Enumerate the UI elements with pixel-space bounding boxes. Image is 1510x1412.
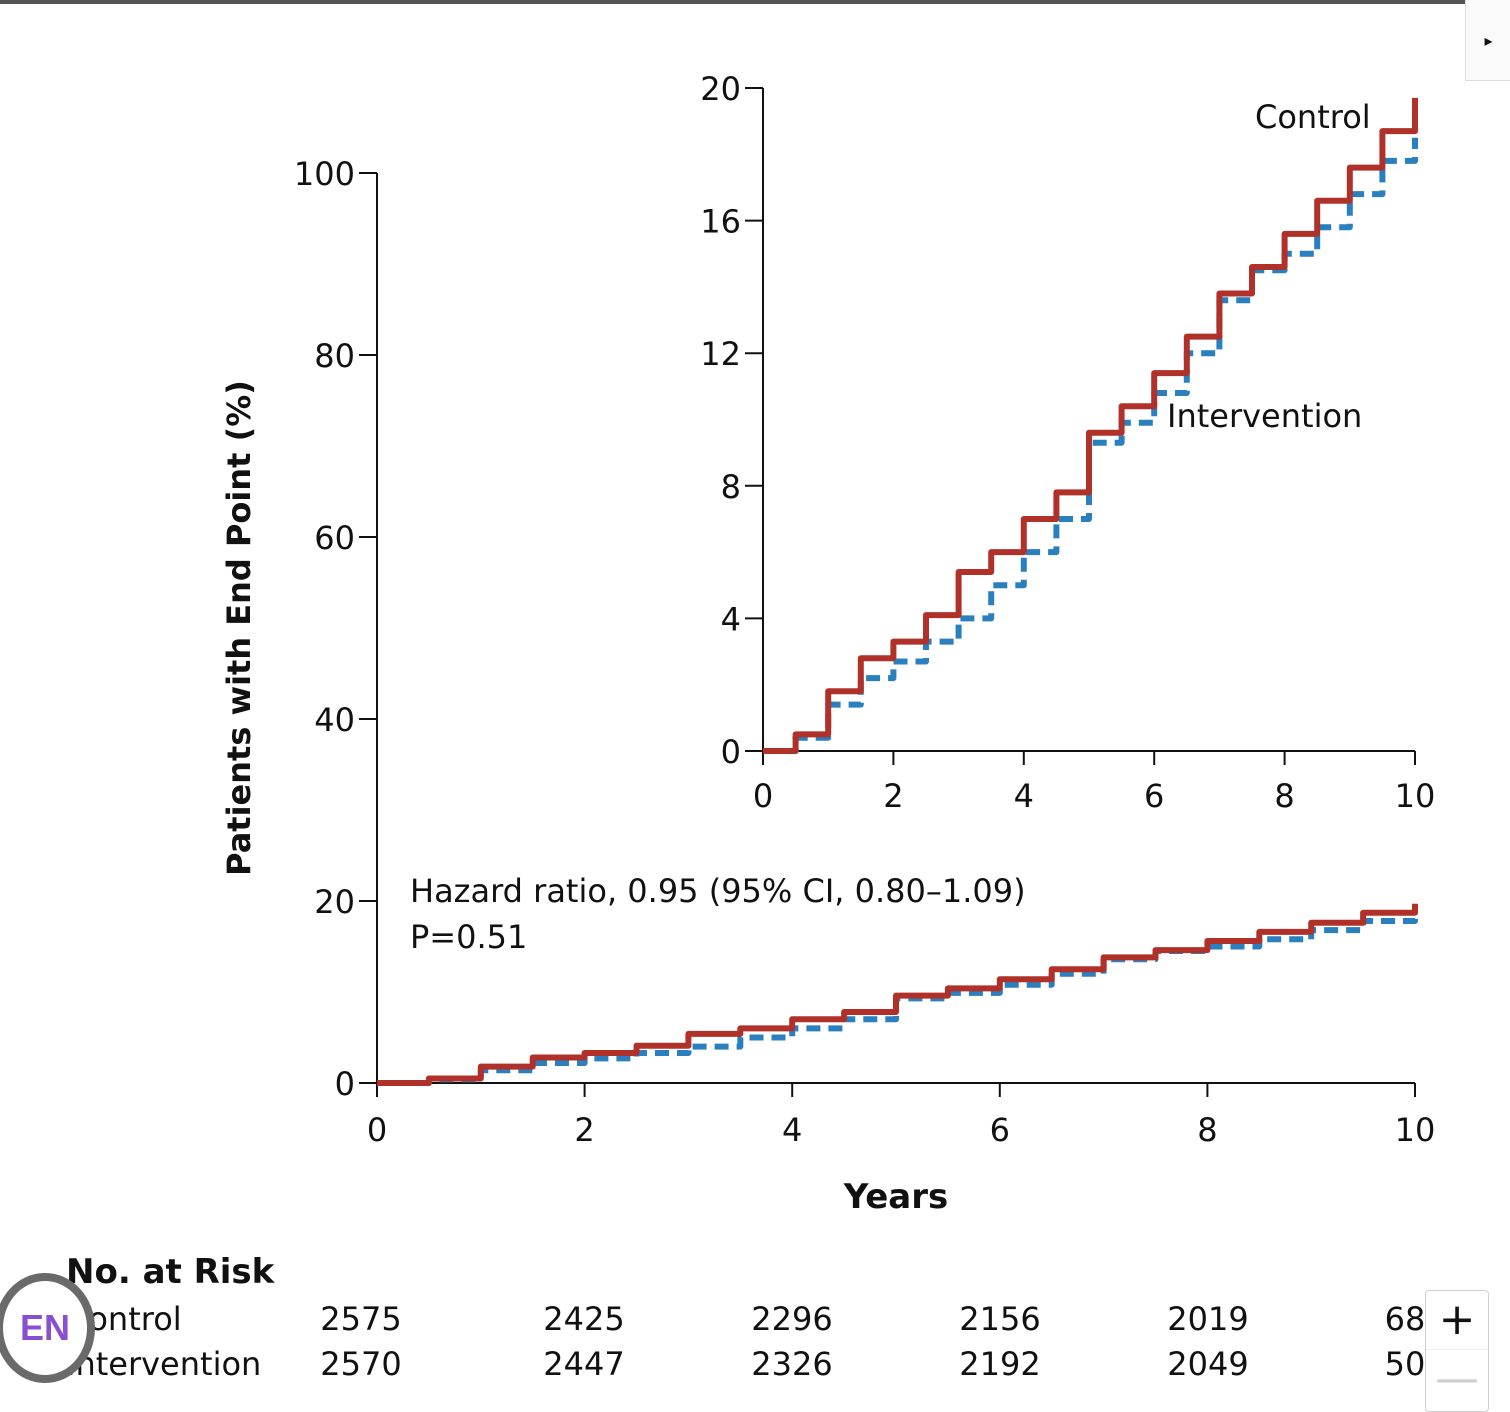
main-x-tick-label: 10 bbox=[1395, 1111, 1436, 1149]
risk-cell: 2447 bbox=[543, 1345, 624, 1383]
main-y-tick-label: 100 bbox=[294, 155, 355, 193]
risk-cell: 2575 bbox=[320, 1300, 401, 1338]
language-code: EN bbox=[20, 1307, 70, 1349]
risk-cell: 50 bbox=[1385, 1345, 1426, 1383]
risk-cell: 2192 bbox=[959, 1345, 1040, 1383]
inset-x-tick-label: 0 bbox=[753, 777, 773, 815]
main-y-tick-label: 60 bbox=[314, 519, 355, 557]
inset-label-control: Control bbox=[1255, 98, 1371, 136]
main-y-tick-label: 80 bbox=[314, 337, 355, 375]
y-axis-title: Patients with End Point (%) bbox=[220, 380, 258, 876]
risk-table-title: No. at Risk bbox=[66, 1252, 276, 1292]
inset-y-tick-label: 0 bbox=[721, 733, 741, 771]
main-x-tick-label: 8 bbox=[1197, 1111, 1217, 1149]
hazard-ratio-annotation: Hazard ratio, 0.95 (95% CI, 0.80–1.09) bbox=[410, 872, 1026, 910]
inset-x-tick-label: 2 bbox=[883, 777, 903, 815]
risk-cell: 2570 bbox=[320, 1345, 401, 1383]
risk-cell: 2326 bbox=[751, 1345, 832, 1383]
risk-cell: 2296 bbox=[751, 1300, 832, 1338]
zoom-out-button[interactable]: — bbox=[1426, 1349, 1488, 1408]
risk-cell: 2019 bbox=[1167, 1300, 1248, 1338]
inset-y-tick-label: 16 bbox=[700, 203, 741, 241]
inset-x-tick-label: 10 bbox=[1395, 777, 1436, 815]
inset-x-tick-label: 4 bbox=[1014, 777, 1034, 815]
inset-x-tick-label: 8 bbox=[1274, 777, 1294, 815]
main-series-line-control bbox=[377, 904, 1415, 1083]
risk-cell: 68 bbox=[1385, 1300, 1426, 1338]
inset-y-tick-label: 20 bbox=[700, 70, 741, 108]
inset-label-intervention: Intervention bbox=[1167, 397, 1362, 435]
risk-cell: 2156 bbox=[959, 1300, 1040, 1338]
main-x-tick-label: 6 bbox=[990, 1111, 1010, 1149]
inset-y-tick-label: 8 bbox=[721, 468, 741, 506]
x-axis-title: Years bbox=[843, 1177, 949, 1217]
main-x-tick-label: 2 bbox=[574, 1111, 594, 1149]
inset-x-tick-label: 6 bbox=[1144, 777, 1164, 815]
risk-row-label: Intervention bbox=[66, 1345, 261, 1383]
main-y-tick-label: 40 bbox=[314, 701, 355, 739]
risk-cell: 2049 bbox=[1167, 1345, 1248, 1383]
main-y-tick-label: 0 bbox=[335, 1065, 355, 1103]
main-x-tick-label: 0 bbox=[367, 1111, 387, 1149]
p-value-annotation: P=0.51 bbox=[410, 918, 527, 956]
zoom-controls: + — bbox=[1425, 1290, 1489, 1412]
inset-y-tick-label: 4 bbox=[721, 600, 741, 638]
main-x-tick-label: 4 bbox=[782, 1111, 802, 1149]
inset-y-tick-label: 12 bbox=[700, 335, 741, 373]
zoom-in-button[interactable]: + bbox=[1426, 1291, 1488, 1349]
risk-cell: 2425 bbox=[543, 1300, 624, 1338]
main-y-tick-label: 20 bbox=[314, 883, 355, 921]
